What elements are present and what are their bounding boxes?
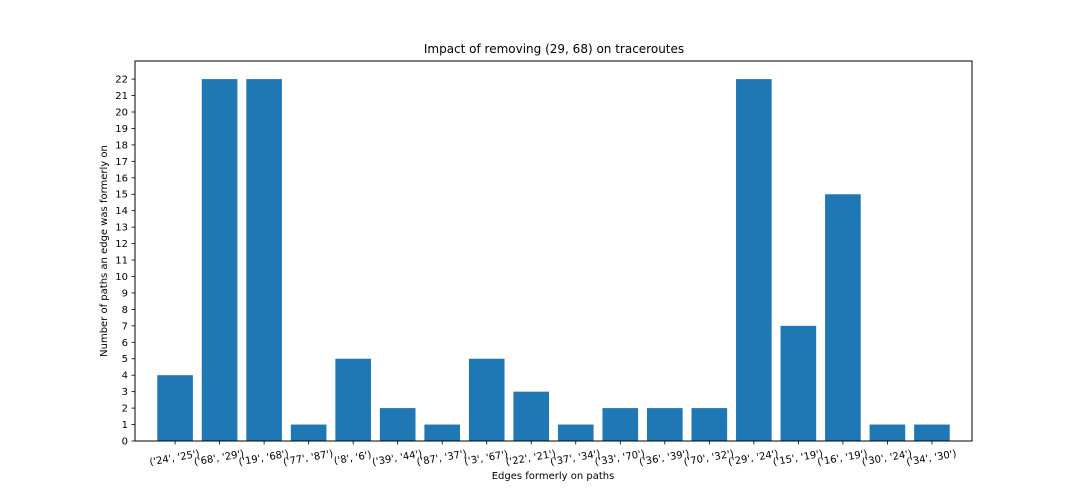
y-tick-label: 3 — [122, 387, 128, 398]
plot-frame — [134, 60, 973, 442]
y-tick-label: 19 — [115, 124, 128, 135]
bar — [335, 358, 371, 441]
y-tick-label: 4 — [122, 371, 128, 382]
y-tick-label: 9 — [122, 288, 128, 299]
y-tick-label: 10 — [115, 272, 128, 283]
y-tick-label: 11 — [115, 256, 128, 267]
y-tick-label: 15 — [115, 190, 128, 201]
x-axis-label: Edges formerly on paths — [492, 471, 615, 482]
y-tick-label: 6 — [122, 338, 128, 349]
y-tick-label: 8 — [122, 305, 128, 316]
y-tick-label: 0 — [122, 437, 128, 448]
bar — [646, 408, 683, 441]
bar — [513, 391, 550, 441]
bar — [869, 424, 906, 441]
y-tick-label: 17 — [115, 157, 128, 168]
bar — [379, 408, 416, 441]
x-tick-label: ('34', '30') — [906, 449, 958, 469]
y-tick-label: 18 — [115, 140, 128, 151]
bar — [246, 79, 282, 441]
bar — [201, 79, 238, 441]
bars-group — [157, 79, 950, 441]
bar — [557, 424, 594, 441]
bar — [468, 358, 505, 441]
y-tick-label: 13 — [115, 223, 128, 234]
y-tick-label: 1 — [122, 420, 128, 431]
y-axis-label: Number of paths an edge was formerly on — [99, 145, 110, 357]
x-tick-label: ('77', '87') — [282, 449, 334, 469]
bar — [736, 79, 772, 441]
y-tick-label: 12 — [115, 239, 128, 250]
y-tick-label: 16 — [115, 173, 128, 184]
x-axis-ticks: ('24', '25')('68', '29')('19', '68')('77… — [149, 441, 958, 469]
bar — [914, 424, 950, 441]
y-tick-label: 20 — [115, 107, 128, 118]
y-tick-label: 7 — [122, 321, 128, 332]
bar — [290, 424, 327, 441]
bar — [424, 424, 461, 441]
bar — [825, 194, 861, 441]
y-tick-label: 22 — [115, 75, 128, 86]
y-tick-label: 2 — [122, 404, 128, 415]
bar — [691, 408, 728, 441]
y-tick-label: 21 — [115, 91, 128, 102]
x-tick-label: ('8', '6') — [333, 450, 372, 467]
bar — [157, 375, 193, 441]
x-tick-label: ('3', '67') — [464, 449, 510, 468]
y-tick-label: 5 — [122, 354, 128, 365]
bar — [780, 325, 817, 441]
y-tick-label: 14 — [115, 206, 128, 217]
bar — [602, 408, 639, 441]
chart-title: Impact of removing (29, 68) on tracerout… — [424, 42, 684, 56]
x-tick-label: ('87', '37') — [416, 449, 468, 469]
